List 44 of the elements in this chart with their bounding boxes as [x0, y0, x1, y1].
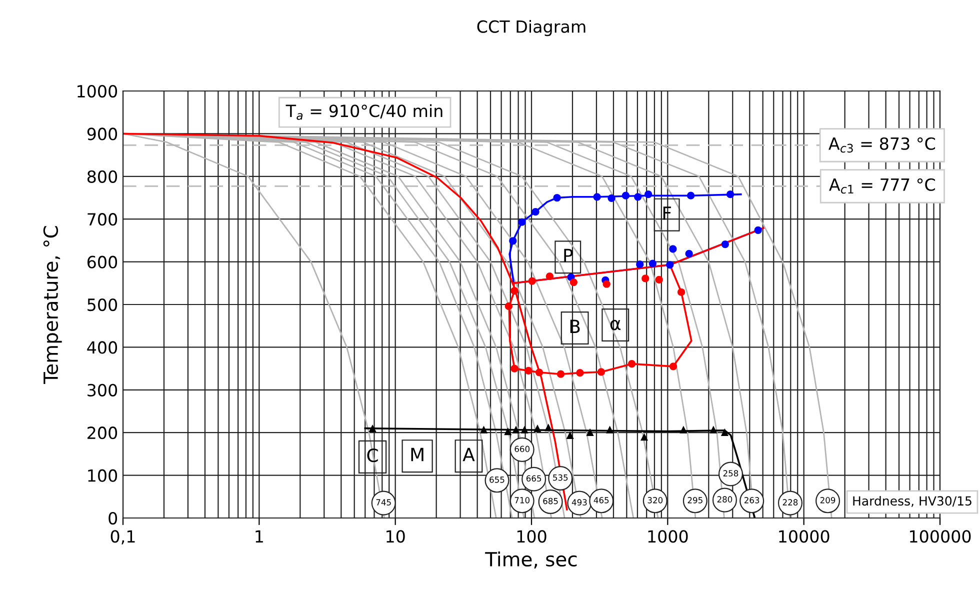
chart-title: CCT Diagram: [477, 20, 586, 36]
annotation: 535: [553, 474, 568, 481]
annotation: 295: [688, 497, 702, 504]
x-tick-label: 1: [256, 530, 263, 542]
x-tick-label: 1000: [648, 530, 688, 543]
annotation: 665: [526, 475, 542, 482]
x-tick-label: 10000: [779, 530, 830, 543]
y-tick-label: 1000: [78, 84, 118, 98]
x-tick-label: 10: [386, 530, 405, 543]
y-axis-title: Temperature, °C: [43, 226, 62, 384]
y-tick-label: 0: [108, 512, 118, 525]
annotation: 280: [717, 496, 732, 502]
annotation: 710: [514, 497, 530, 504]
annotation: 320: [648, 497, 663, 504]
x-axis-title: Time, sec: [485, 551, 577, 569]
annotation: C: [367, 448, 378, 462]
y-tick-label: 500: [88, 298, 118, 312]
annotation: M: [411, 448, 424, 462]
y-tick-label: 600: [87, 256, 118, 268]
annotation: 465: [594, 497, 609, 504]
y-tick-label: 100: [88, 469, 118, 482]
annotation: 685: [543, 498, 558, 504]
x-tick-label: 100: [517, 530, 546, 543]
y-tick-label: 800: [87, 170, 118, 183]
annotation: 493: [572, 499, 587, 506]
y-tick-label: 300: [88, 384, 118, 396]
annotation: 660: [514, 446, 530, 452]
x-tick-label: 0,1: [110, 530, 135, 544]
annotation: 228: [782, 499, 798, 506]
annotation: 258: [723, 470, 738, 476]
y-tick-label: 400: [87, 341, 118, 354]
annotation: A: [462, 448, 475, 462]
annotation: Hardness, HV30/15: [853, 496, 972, 507]
annotation: 263: [744, 497, 760, 504]
x-tick-label: 100000: [910, 530, 971, 543]
ref-line-label: A$_{c3}$ = 873 °C: [828, 137, 936, 153]
y-tick-label: 200: [88, 426, 118, 440]
ref-line-label: A$_{c1}$ = 777 °C: [829, 178, 935, 194]
y-tick-label: 700: [88, 213, 118, 226]
annotation: 655: [490, 476, 504, 483]
annotation: T$_{a}$ = 910°C/40 min: [286, 104, 442, 120]
annotation: 745: [376, 499, 391, 506]
annotation: 209: [820, 497, 836, 504]
y-tick-label: 900: [87, 128, 118, 140]
